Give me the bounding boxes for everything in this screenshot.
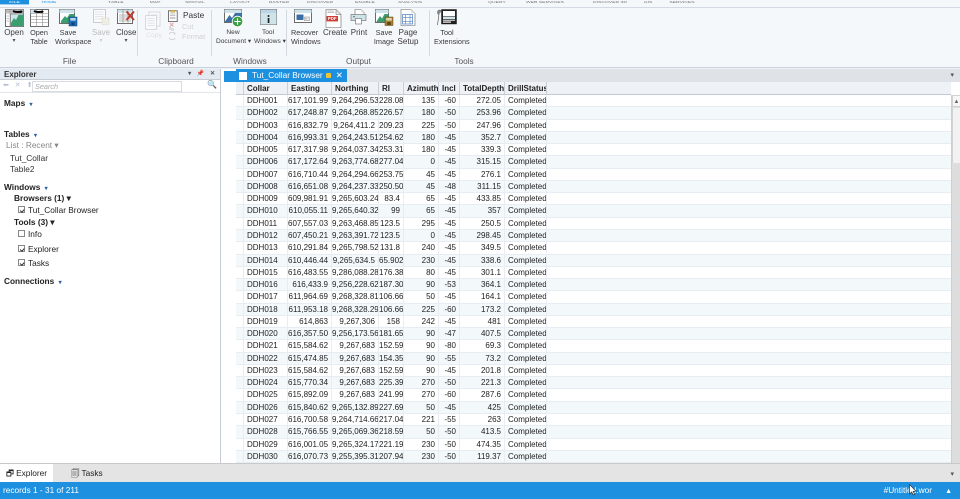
svg-text:PDF: PDF <box>327 16 336 21</box>
